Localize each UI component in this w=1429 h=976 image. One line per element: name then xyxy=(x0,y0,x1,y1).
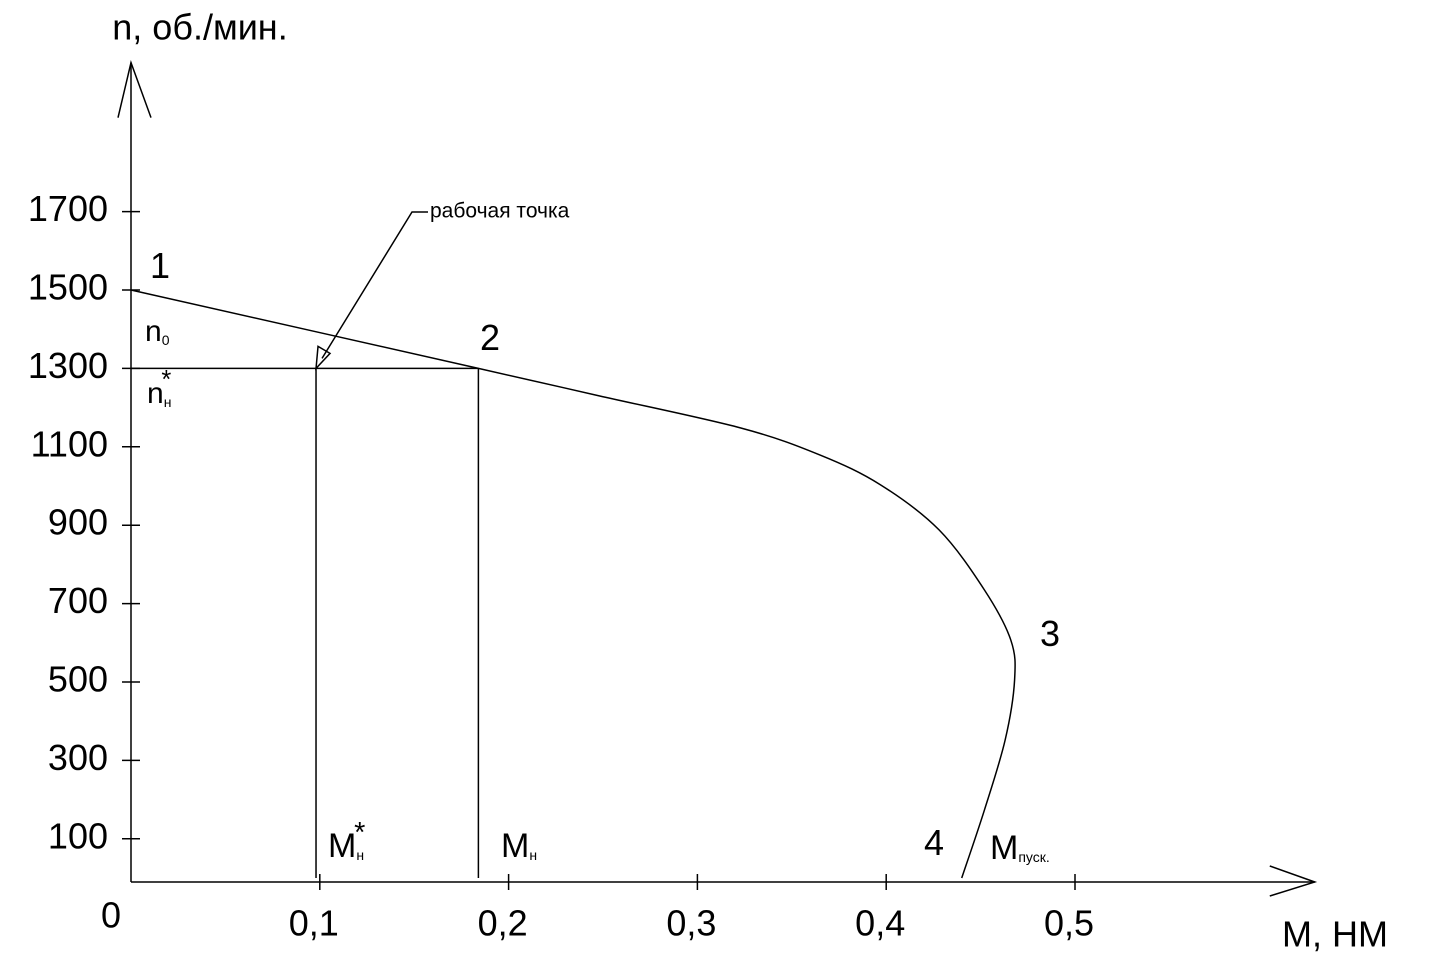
annotation-text: M xyxy=(990,829,1018,867)
operating-point-label: рабочая точка xyxy=(430,200,570,223)
y-tick-label: 1300 xyxy=(28,345,108,386)
y-axis-arrow xyxy=(117,60,152,118)
y-tick-label: 1700 xyxy=(28,188,108,229)
annotation-text: 3 xyxy=(1040,613,1060,654)
y-tick-label: 900 xyxy=(48,502,108,543)
annotation-text: 2 xyxy=(480,317,500,358)
annotation-text: n xyxy=(147,377,164,410)
annotation-text: 1 xyxy=(150,245,170,286)
y-tick-label: 300 xyxy=(48,737,108,778)
annotation: Mн xyxy=(501,827,537,865)
y-tick-label: 1500 xyxy=(28,267,108,308)
x-tick-label: 0,4 xyxy=(855,903,905,944)
annotation: n0 xyxy=(145,315,170,348)
annotation-sup: * xyxy=(354,817,365,849)
y-tick-label: 700 xyxy=(48,580,108,621)
curve xyxy=(130,289,1016,879)
x-tick-label: 0,1 xyxy=(289,903,339,944)
annotation: 1 xyxy=(150,245,170,286)
x-axis-arrow xyxy=(1269,865,1318,897)
x-tick-label: 0 xyxy=(101,895,121,936)
y-tick-label: 1100 xyxy=(31,423,108,464)
annotation-sub: пуск. xyxy=(1018,849,1049,865)
annotation: nн* xyxy=(147,366,171,410)
annotation-sub: н xyxy=(529,847,537,863)
annotation-sub: 0 xyxy=(162,332,170,348)
x-tick-label: 0,5 xyxy=(1044,903,1094,944)
y-tick-label: 100 xyxy=(48,815,108,856)
annotation-sub: н xyxy=(164,394,172,410)
x-tick-label: 0,3 xyxy=(666,903,716,944)
leader-arrowhead xyxy=(315,345,332,371)
annotation-text: n xyxy=(145,315,162,348)
annotation: 3 xyxy=(1040,613,1060,654)
annotation-sup: * xyxy=(161,366,171,394)
annotation-text: 4 xyxy=(924,822,944,863)
annotation-text: M xyxy=(501,827,529,865)
annotation-sub: н xyxy=(356,847,364,863)
x-tick-label: 0,2 xyxy=(478,903,528,944)
annotation: Mпуск. xyxy=(990,829,1050,867)
y-axis-label: n, об./мин. xyxy=(112,7,287,48)
y-tick-label: 500 xyxy=(48,659,108,700)
annotation-text: M xyxy=(328,827,356,865)
annotation: Mн* xyxy=(328,817,365,865)
leader-line xyxy=(321,211,428,359)
annotation: 4 xyxy=(924,822,944,863)
annotation: 2 xyxy=(480,317,500,358)
x-axis-label: М, НМ xyxy=(1282,914,1388,955)
